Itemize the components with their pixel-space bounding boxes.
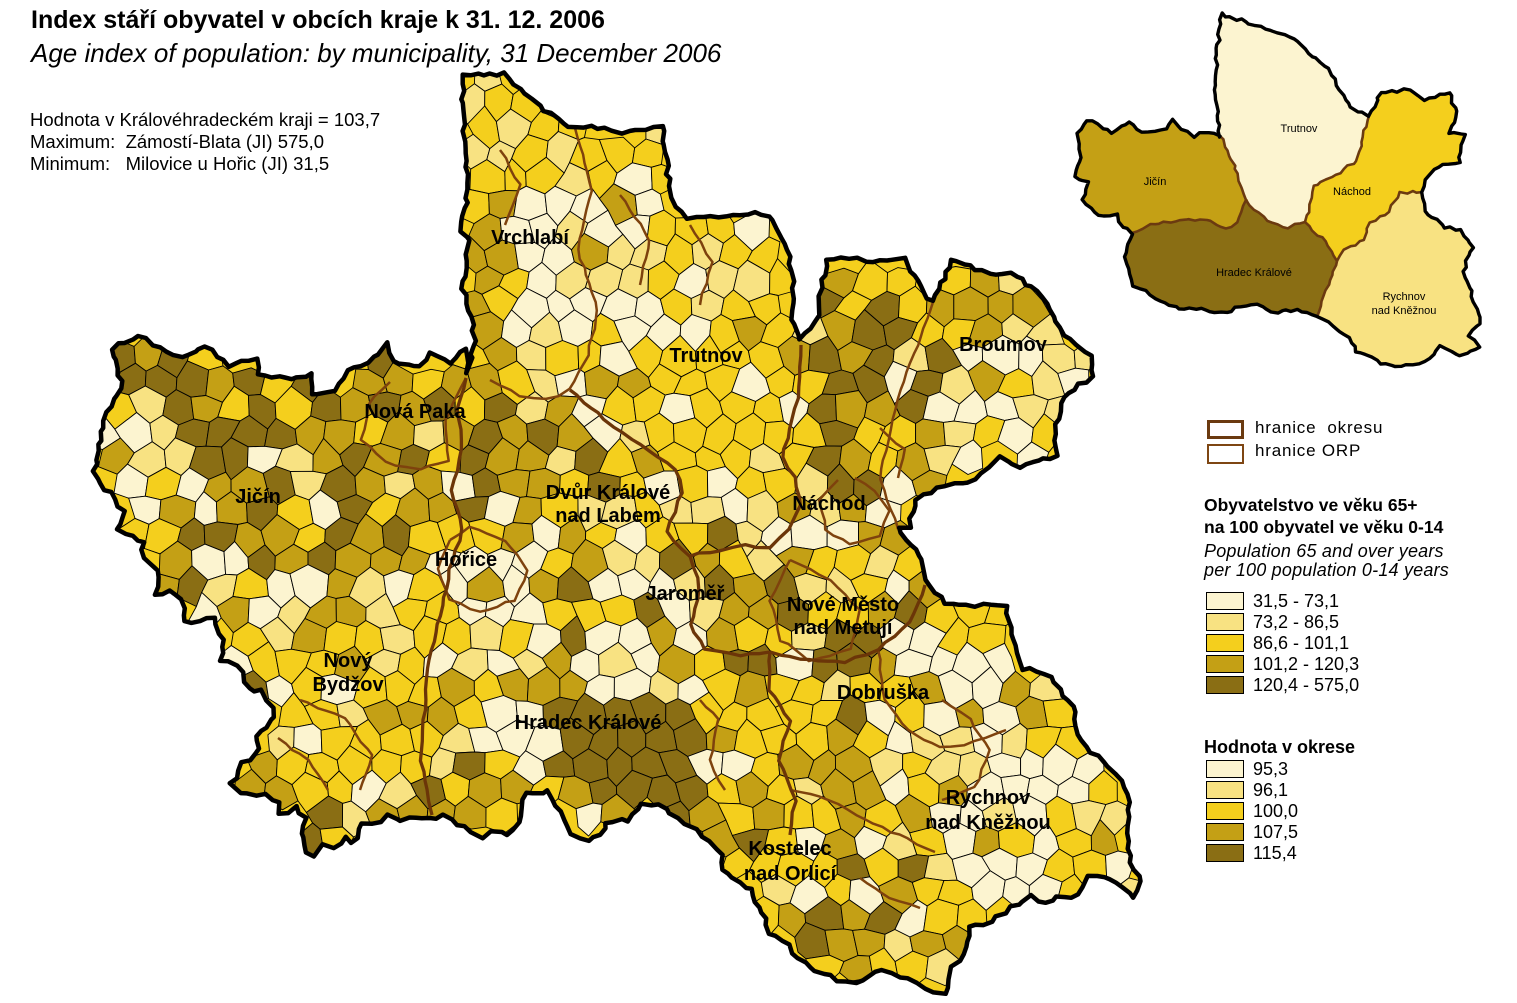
svg-text:Jaroměř: Jaroměř	[646, 583, 725, 605]
svg-text:nad Kněžnou: nad Kněžnou	[925, 812, 1051, 834]
svg-text:Hradec Králové: Hradec Králové	[1216, 267, 1292, 279]
svg-text:Trutnov: Trutnov	[669, 345, 743, 367]
svg-text:Rychnov: Rychnov	[1383, 291, 1426, 303]
svg-text:Broumov: Broumov	[959, 334, 1048, 356]
svg-text:nad Orlicí: nad Orlicí	[744, 863, 838, 885]
svg-text:Kostelec: Kostelec	[748, 838, 831, 860]
svg-text:Rychnov: Rychnov	[946, 787, 1031, 809]
svg-text:Jičín: Jičín	[1144, 176, 1167, 188]
svg-text:Hořice: Hořice	[435, 549, 497, 571]
svg-text:Hradec Králové: Hradec Králové	[515, 712, 662, 734]
svg-text:Náchod: Náchod	[792, 493, 865, 515]
svg-text:Jičín: Jičín	[235, 486, 281, 508]
svg-text:nad Kněžnou: nad Kněžnou	[1372, 305, 1437, 317]
svg-text:nad Labem: nad Labem	[555, 505, 661, 527]
svg-text:Nová Paka: Nová Paka	[364, 401, 466, 423]
svg-text:Nový: Nový	[324, 650, 374, 672]
svg-text:nad Metují: nad Metují	[794, 617, 894, 639]
svg-text:Trutnov: Trutnov	[1281, 123, 1318, 135]
svg-text:Nové Město: Nové Město	[787, 594, 899, 616]
svg-text:Dobruška: Dobruška	[837, 682, 930, 704]
svg-text:Dvůr Králové: Dvůr Králové	[546, 482, 671, 504]
svg-text:Bydžov: Bydžov	[312, 674, 384, 696]
svg-text:Vrchlabí: Vrchlabí	[491, 227, 570, 249]
svg-text:Náchod: Náchod	[1333, 186, 1371, 198]
